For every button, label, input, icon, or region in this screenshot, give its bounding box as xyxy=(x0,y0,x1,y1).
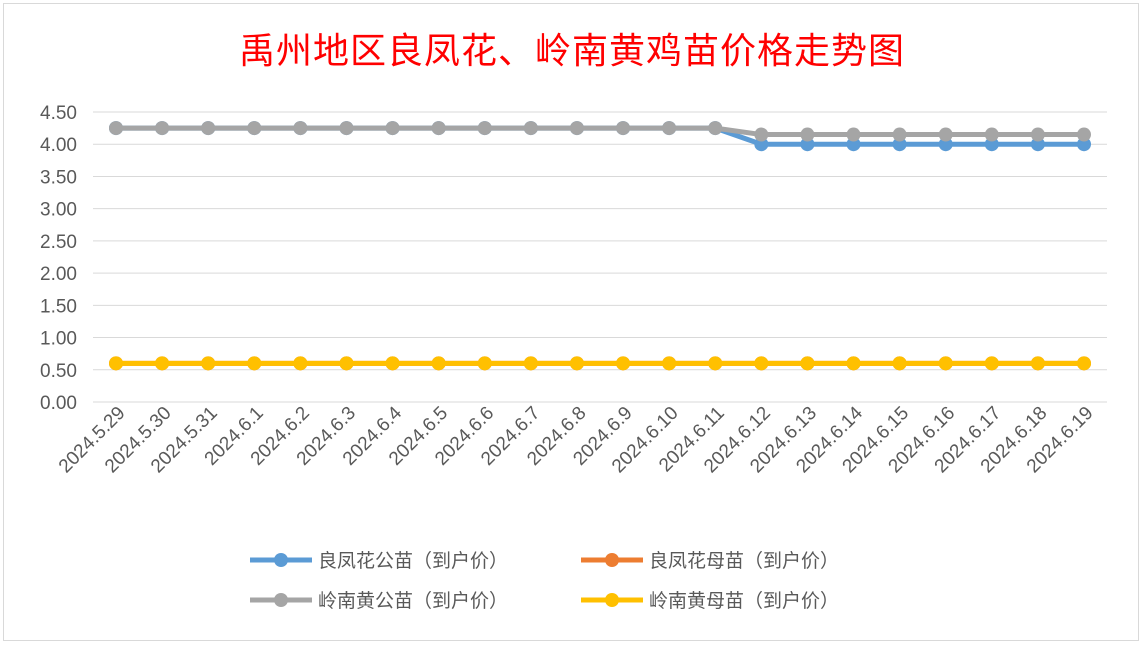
data-point xyxy=(201,356,216,371)
legend-label: 良凤花母苗（到户价） xyxy=(649,550,839,572)
data-point xyxy=(523,121,538,136)
data-point xyxy=(1077,356,1091,371)
chart-frame xyxy=(3,3,1139,641)
data-point xyxy=(155,121,170,136)
y-tick-label: 4.00 xyxy=(40,135,77,156)
data-point xyxy=(247,121,262,136)
data-point xyxy=(1077,127,1091,142)
y-tick-label: 1.50 xyxy=(40,296,77,317)
y-tick-label: 0.50 xyxy=(40,361,77,382)
data-point xyxy=(1030,137,1045,152)
data-point xyxy=(938,127,953,142)
data-point xyxy=(569,121,584,136)
y-tick-label: 1.00 xyxy=(40,329,77,350)
data-point xyxy=(477,121,492,136)
y-tick-label: 4.50 xyxy=(40,103,77,124)
y-tick-label: 2.50 xyxy=(40,232,77,253)
series-lines xyxy=(109,121,1091,371)
legend-item: 良凤花公苗（到户价） xyxy=(250,550,508,572)
chart-title: 禹州地区良凤花、岭南黄鸡苗价格走势图 xyxy=(238,31,905,72)
data-point xyxy=(708,121,723,136)
data-point xyxy=(569,356,584,371)
legend-label: 岭南黄母苗（到户价） xyxy=(649,590,839,612)
y-axis-ticks: 0.00 0.50 1.00 1.50 2.00 2.50 3.00 3.50 4.00 4.50 xyxy=(40,103,77,414)
data-point xyxy=(846,137,861,152)
data-point xyxy=(523,356,538,371)
legend-item: 岭南黄公苗（到户价） xyxy=(250,590,508,612)
data-point xyxy=(800,137,815,152)
legend-label: 良凤花公苗（到户价） xyxy=(318,550,508,572)
gridlines xyxy=(93,111,1107,403)
legend-item: 良凤花母苗（到户价） xyxy=(581,550,839,572)
data-point xyxy=(892,127,907,142)
data-point xyxy=(846,127,861,142)
data-point xyxy=(984,356,999,371)
data-point xyxy=(892,356,907,371)
data-point xyxy=(201,121,216,136)
data-point xyxy=(431,121,446,136)
data-point xyxy=(892,137,907,152)
data-point xyxy=(431,356,446,371)
data-point xyxy=(984,137,999,152)
data-point xyxy=(754,127,769,142)
legend-swatch-marker xyxy=(605,553,619,567)
y-tick-label: 3.00 xyxy=(40,200,77,221)
data-point xyxy=(938,356,953,371)
data-point xyxy=(754,137,769,152)
data-point xyxy=(800,127,815,142)
legend: 良凤花公苗（到户价） 良凤花母苗（到户价） 岭南黄公苗（到户价） 岭南黄母苗（到户价） xyxy=(250,550,839,612)
legend-label: 岭南黄公苗（到户价） xyxy=(318,590,508,612)
data-point xyxy=(708,356,723,371)
data-point xyxy=(477,356,492,371)
data-point xyxy=(293,121,308,136)
y-tick-label: 0.00 xyxy=(40,393,77,414)
data-point xyxy=(1030,127,1045,142)
legend-item: 岭南黄母苗（到户价） xyxy=(581,590,839,612)
series-4 xyxy=(109,356,1091,371)
series-line xyxy=(116,125,1084,138)
data-point xyxy=(938,137,953,152)
data-point xyxy=(109,356,123,371)
legend-swatch-marker xyxy=(274,553,288,567)
data-point xyxy=(385,121,400,136)
data-point xyxy=(846,356,861,371)
data-point xyxy=(754,356,769,371)
data-point xyxy=(155,356,170,371)
data-point xyxy=(385,356,400,371)
data-point xyxy=(339,121,354,136)
data-point xyxy=(247,356,262,371)
data-point xyxy=(800,356,815,371)
data-point xyxy=(109,121,123,136)
data-point xyxy=(616,121,631,136)
y-tick-label: 3.50 xyxy=(40,167,77,188)
data-point xyxy=(1030,356,1045,371)
legend-swatch-marker xyxy=(605,593,619,607)
data-point xyxy=(662,121,677,136)
legend-swatch-marker xyxy=(274,593,288,607)
data-point xyxy=(1077,137,1091,152)
data-point xyxy=(293,356,308,371)
y-tick-label: 2.00 xyxy=(40,264,77,285)
data-point xyxy=(339,356,354,371)
data-point xyxy=(662,356,677,371)
data-point xyxy=(984,127,999,142)
data-point xyxy=(616,356,631,371)
x-axis-ticks: 2024.5.292024.5.302024.5.312024.6.12024.… xyxy=(55,402,1098,477)
series-3 xyxy=(109,121,1091,142)
